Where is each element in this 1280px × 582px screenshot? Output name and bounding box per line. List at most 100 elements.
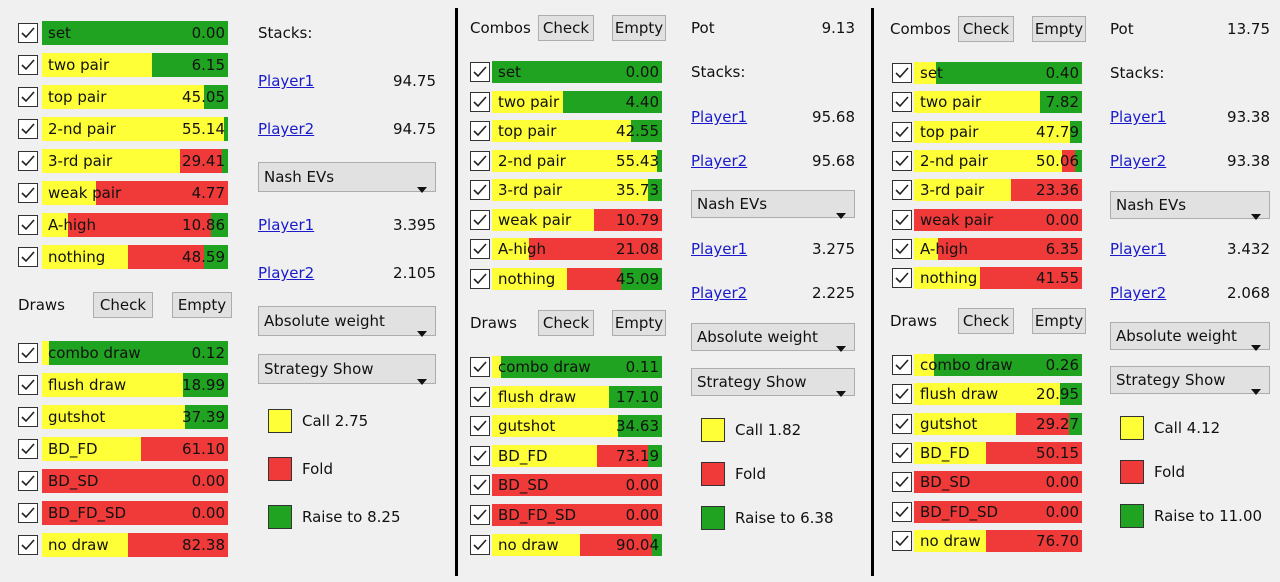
hand-weight: 20.95 [1036, 385, 1079, 403]
stack-value: 94.75 [393, 120, 436, 138]
dropdown-arrow [1251, 333, 1261, 359]
checkbox[interactable] [892, 122, 912, 142]
checkbox[interactable] [892, 210, 912, 230]
empty-button[interactable]: Empty [612, 15, 666, 41]
checkbox[interactable] [892, 180, 912, 200]
ev-mode-dropdown[interactable]: Nash EVs [258, 162, 436, 193]
strategy-segment [42, 21, 228, 45]
checkbox[interactable] [18, 503, 38, 523]
checkbox[interactable] [470, 505, 490, 525]
player-link[interactable]: Player2 [258, 120, 315, 138]
player-link[interactable]: Player2 [1110, 152, 1167, 170]
strategy-segment [648, 445, 662, 467]
player-link[interactable]: Player2 [1110, 284, 1167, 302]
empty-button[interactable]: Empty [1032, 16, 1086, 42]
ev-mode-dropdown[interactable]: Nash EVs [1110, 191, 1270, 220]
checkbox[interactable] [892, 443, 912, 463]
show-dropdown[interactable]: Strategy Show [258, 354, 436, 385]
stack-value: 94.75 [393, 72, 436, 90]
checkbox[interactable] [470, 92, 490, 112]
checkbox[interactable] [18, 343, 38, 363]
checkbox[interactable] [18, 535, 38, 555]
checkbox[interactable] [18, 23, 38, 43]
checkbox[interactable] [892, 531, 912, 551]
checkbox[interactable] [18, 215, 38, 235]
checkbox[interactable] [892, 384, 912, 404]
ev-mode-dropdown[interactable]: Nash EVs [691, 190, 855, 219]
checkbox[interactable] [18, 183, 38, 203]
strategy-segment [183, 373, 228, 397]
empty-button[interactable]: Empty [172, 292, 232, 318]
dropdown-arrow [836, 379, 846, 405]
checkbox[interactable] [892, 268, 912, 288]
show-dropdown[interactable]: Strategy Show [1110, 366, 1270, 395]
player-link[interactable]: Player1 [691, 240, 748, 258]
checkbox[interactable] [18, 407, 38, 427]
strategy-segment [914, 91, 1040, 113]
player-link[interactable]: Player1 [1110, 108, 1167, 126]
strategy-segment [42, 213, 69, 237]
checkbox[interactable] [18, 471, 38, 491]
hand-weight: 0.00 [1045, 503, 1079, 521]
check-button[interactable]: Check [538, 15, 594, 41]
strategy-segment [492, 415, 618, 437]
ev-value: 2.068 [1227, 284, 1270, 302]
check-button[interactable]: Check [538, 310, 594, 336]
checkbox[interactable] [892, 92, 912, 112]
player-link[interactable]: Player1 [258, 216, 315, 234]
hand-weight: 0.26 [1045, 356, 1079, 374]
checkbox[interactable] [892, 502, 912, 522]
strategy-segment [631, 120, 662, 142]
checkbox[interactable] [892, 355, 912, 375]
check-button[interactable]: Check [93, 292, 153, 318]
legend-swatch [701, 506, 725, 530]
checkbox[interactable] [892, 63, 912, 83]
checkbox[interactable] [470, 475, 490, 495]
checkbox[interactable] [470, 180, 490, 200]
player-link[interactable]: Player1 [1110, 240, 1167, 258]
checkbox[interactable] [470, 62, 490, 82]
weight-dropdown[interactable]: Absolute weight [1110, 322, 1270, 351]
checkbox[interactable] [18, 439, 38, 459]
checkbox[interactable] [18, 247, 38, 267]
empty-button[interactable]: Empty [612, 310, 666, 336]
show-dropdown[interactable]: Strategy Show [691, 368, 855, 397]
checkbox[interactable] [470, 151, 490, 171]
ev-value: 2.225 [812, 284, 855, 302]
checkbox[interactable] [892, 414, 912, 434]
player-link[interactable]: Player2 [258, 264, 315, 282]
weight-dropdown[interactable]: Absolute weight [691, 323, 855, 352]
player-link[interactable]: Player1 [258, 72, 315, 90]
check-button[interactable]: Check [958, 16, 1014, 42]
checkbox[interactable] [470, 210, 490, 230]
empty-button[interactable]: Empty [1032, 308, 1086, 334]
checkbox[interactable] [470, 269, 490, 289]
strategy-segment [42, 53, 152, 77]
checkbox[interactable] [470, 121, 490, 141]
checkbox[interactable] [470, 416, 490, 436]
hand-weight: 21.08 [616, 240, 659, 258]
checkbox[interactable] [892, 472, 912, 492]
weight-dropdown[interactable]: Absolute weight [258, 306, 436, 337]
checkbox[interactable] [18, 55, 38, 75]
checkbox[interactable] [470, 357, 490, 377]
hand-weight: 0.00 [191, 472, 225, 490]
checkbox[interactable] [18, 87, 38, 107]
checkbox[interactable] [892, 151, 912, 171]
checkbox[interactable] [18, 375, 38, 395]
strategy-segment [492, 504, 662, 526]
checkbox[interactable] [892, 239, 912, 259]
checkbox[interactable] [470, 387, 490, 407]
player-link[interactable]: Player1 [691, 108, 748, 126]
hand-weight: 0.00 [191, 24, 225, 42]
checkbox[interactable] [18, 119, 38, 139]
stack-value: 95.68 [812, 152, 855, 170]
checkbox[interactable] [470, 239, 490, 259]
player-link[interactable]: Player2 [691, 152, 748, 170]
checkbox[interactable] [470, 446, 490, 466]
hand-label: combo draw [920, 356, 1013, 374]
checkbox[interactable] [18, 151, 38, 171]
check-button[interactable]: Check [958, 308, 1014, 334]
player-link[interactable]: Player2 [691, 284, 748, 302]
checkbox[interactable] [470, 535, 490, 555]
